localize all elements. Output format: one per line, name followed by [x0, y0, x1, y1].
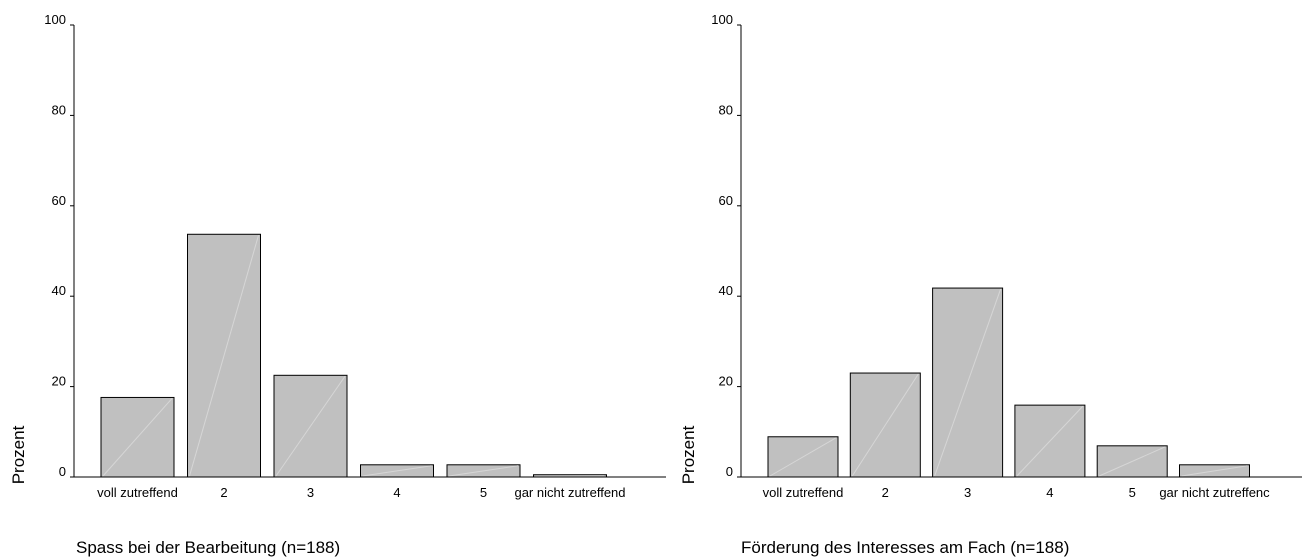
y-tick-label: 20 — [52, 374, 66, 389]
bar-highlight — [1016, 405, 1084, 477]
x-tick-label: 3 — [964, 485, 971, 500]
y-tick-label: 80 — [52, 102, 66, 117]
x-tick-label: 4 — [393, 485, 400, 500]
bar-highlight — [769, 437, 837, 477]
bar-highlight — [102, 398, 173, 477]
x-tick-label: gar nicht zutreffend — [514, 485, 625, 500]
bar-highlight — [851, 373, 919, 477]
y-axis-label: Prozent — [679, 425, 698, 484]
x-tick-label: 2 — [882, 485, 889, 500]
bar-highlight — [1181, 465, 1248, 477]
bar-highlight — [275, 376, 346, 477]
bar-highlight — [448, 465, 519, 477]
chart-title-foerderung: Förderung des Interesses am Fach (n=188) — [741, 538, 1070, 557]
x-tick-label: voll zutreffend — [763, 485, 844, 500]
y-tick-label: 100 — [711, 12, 733, 27]
x-tick-label: 2 — [220, 485, 227, 500]
y-tick-label: 0 — [59, 464, 66, 479]
bar-highlight — [362, 465, 432, 477]
x-tick-label: 4 — [1046, 485, 1053, 500]
y-tick-label: 100 — [44, 12, 66, 27]
x-tick-label: 3 — [307, 485, 314, 500]
y-tick-label: 20 — [719, 374, 733, 389]
y-tick-label: 60 — [719, 193, 733, 208]
y-axis-label: Prozent — [9, 425, 28, 484]
bar-highlight — [934, 288, 1002, 477]
y-tick-label: 40 — [52, 283, 66, 298]
y-tick-label: 0 — [726, 464, 733, 479]
y-tick-label: 80 — [719, 102, 733, 117]
x-tick-label: 5 — [1129, 485, 1136, 500]
y-tick-label: 40 — [719, 283, 733, 298]
bar-highlight — [189, 235, 259, 477]
y-tick-label: 60 — [52, 193, 66, 208]
x-tick-label: gar nicht zutreffenc — [1159, 485, 1270, 500]
bar-highlight — [1098, 446, 1166, 477]
chart-title-spass: Spass bei der Bearbeitung (n=188) — [76, 538, 341, 557]
x-tick-label: voll zutreffend — [97, 485, 178, 500]
x-tick-label: 5 — [480, 485, 487, 500]
